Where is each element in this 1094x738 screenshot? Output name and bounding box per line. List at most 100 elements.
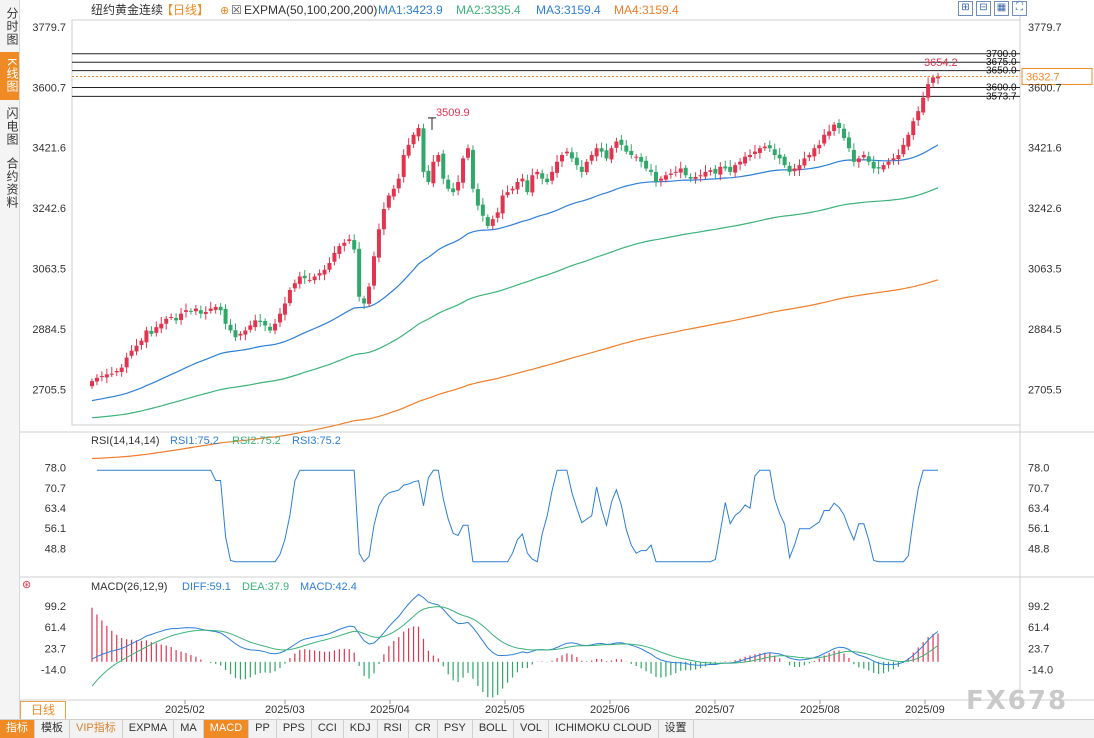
candle-body [505, 192, 510, 196]
candle-body [253, 320, 258, 328]
candle-body [436, 155, 441, 162]
rsi-y-tick-right: 70.7 [1028, 483, 1049, 495]
candle-body [174, 318, 179, 321]
candle-body [381, 209, 386, 230]
grid-icon[interactable]: ▦ [994, 1, 1009, 16]
indicator-tab-3[interactable]: EXPMA [123, 720, 175, 738]
tab-flash[interactable]: 闪电图 [5, 106, 19, 146]
indicator-tab-8[interactable]: CCI [312, 720, 344, 738]
candle-body [911, 121, 916, 136]
indicator-tab-16[interactable]: 设置 [659, 720, 694, 738]
last-price-label: 3632.7 [1026, 71, 1060, 83]
macd-label: MACD:42.4 [300, 581, 357, 593]
candle-body [386, 195, 391, 208]
candle-body [708, 170, 713, 172]
candle-body [218, 306, 223, 311]
candle-body [149, 330, 154, 334]
indicator-tab-1[interactable]: 模板 [35, 720, 70, 738]
candle-body [733, 165, 738, 173]
candle-body [515, 182, 520, 190]
y-tick-left: 3421.6 [32, 143, 66, 155]
macd-y-tick-left: 23.7 [45, 643, 66, 655]
ma1-value: MA1:3423.9 [378, 3, 443, 17]
candle-body [555, 161, 560, 173]
indicator-tab-15[interactable]: ICHIMOKU CLOUD [549, 720, 659, 738]
candle-body [752, 151, 757, 154]
x-tick: 2025/05 [485, 704, 525, 716]
left-tab-bar: 分时图 K线图 闪电图 合约资料 [0, 0, 20, 720]
expand-icon[interactable]: ⊞ [958, 1, 973, 16]
candle-body [342, 242, 347, 246]
target-icon[interactable]: ⊛ [22, 579, 31, 591]
candle-body [688, 176, 693, 179]
ma3-line [91, 279, 939, 460]
rsi-y-tick-left: 56.1 [45, 523, 66, 535]
candle-body [535, 171, 540, 175]
candle-body [411, 134, 416, 145]
candle-body [609, 148, 614, 160]
indicator-tab-2[interactable]: VIP指标 [70, 720, 123, 738]
y-tick-right: 3779.7 [1028, 22, 1062, 34]
macd-y-tick-right: 23.7 [1028, 643, 1049, 655]
indicator-tab-10[interactable]: RSI [378, 720, 409, 738]
candle-body [292, 283, 297, 289]
main-panel-frame [71, 19, 1021, 426]
macd-y-tick-right: -14.0 [1028, 665, 1053, 677]
candle-body [842, 128, 846, 139]
candle-body [663, 175, 668, 180]
level-label: 3700.0 [986, 49, 1017, 60]
x-tick: 2025/04 [370, 704, 410, 716]
candle-body [90, 381, 94, 387]
candle-body [564, 151, 569, 154]
candle-body [644, 160, 649, 169]
compress-icon[interactable]: ⊟ [976, 1, 991, 16]
candle-body [604, 150, 609, 159]
indicator-tab-11[interactable]: CR [409, 720, 438, 738]
dea-line [91, 606, 939, 687]
indicator-tab-7[interactable]: PPS [277, 720, 312, 738]
indicator-tab-14[interactable]: VOL [514, 720, 549, 738]
candle-body [233, 330, 238, 338]
candle-body [550, 171, 555, 181]
indicator-tab-13[interactable]: BOLL [473, 720, 514, 738]
macd-y-tick-left: 61.4 [45, 622, 66, 634]
level-label: 3573.7 [986, 91, 1017, 102]
candle-body [574, 157, 579, 166]
rsi-line [96, 469, 938, 563]
candle-body [510, 188, 515, 191]
indicator-tab-5[interactable]: MACD [203, 720, 250, 738]
candle-body [500, 195, 505, 214]
candle-body [718, 166, 723, 175]
candle-body [248, 325, 253, 330]
candle-body [832, 124, 837, 132]
indicator-tab-9[interactable]: KDJ [344, 720, 378, 738]
ma2-value: MA2:3335.4 [456, 3, 521, 17]
tab-timeshare[interactable]: 分时图 [5, 6, 19, 46]
level-label: 3650.0 [986, 66, 1017, 77]
indicator-tab-6[interactable]: PP [249, 720, 277, 738]
candle-body [228, 324, 233, 331]
tab-kline[interactable]: K线图 [0, 52, 19, 100]
settings-icon[interactable]: ⊕ [220, 5, 229, 17]
candle-body [683, 167, 688, 176]
indicator-tab-12[interactable]: PSY [438, 720, 473, 738]
candle-body [268, 326, 273, 331]
candle-body [931, 77, 936, 83]
indicator-tab-0[interactable]: 指标 [0, 720, 35, 738]
candle-body [376, 229, 381, 258]
candle-body [787, 165, 792, 172]
candle-body [589, 155, 594, 161]
candle-body [916, 111, 921, 121]
candle-body [812, 148, 817, 157]
candle-body [624, 145, 629, 152]
candle-body [475, 189, 480, 206]
tab-contract[interactable]: 合约资料 [5, 157, 19, 209]
indicator-tab-4[interactable]: MA [174, 720, 204, 738]
candle-body [223, 308, 228, 324]
x-tick: 2025/02 [165, 704, 205, 716]
period-selector[interactable]: 日线 [20, 701, 66, 720]
candle-body [545, 178, 550, 182]
period-label[interactable]: 【日线】 [161, 3, 209, 17]
fullscreen-icon[interactable]: ⛶ [1012, 1, 1027, 16]
